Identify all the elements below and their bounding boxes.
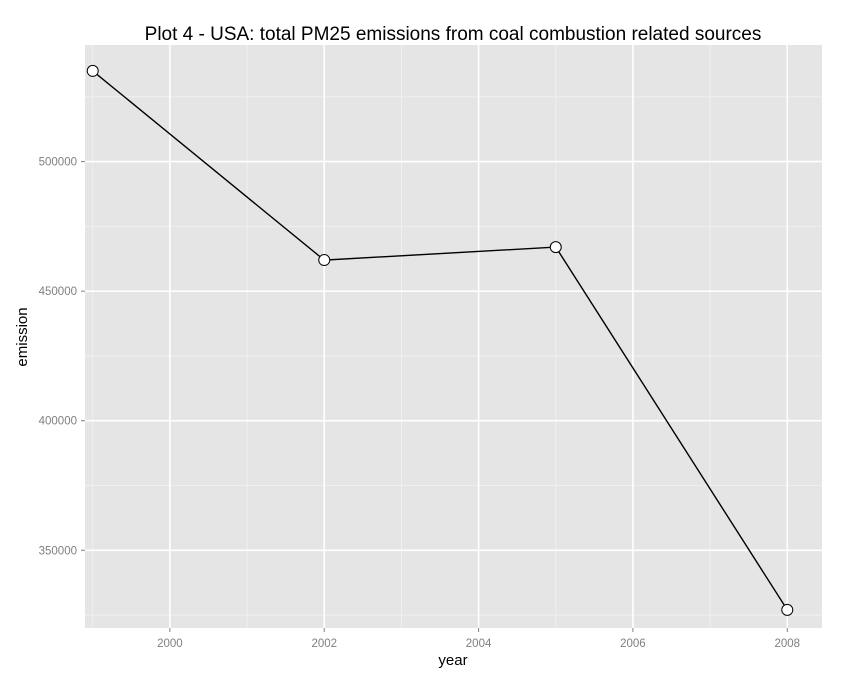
data-point: [86, 64, 99, 77]
x-axis-title: year: [438, 652, 467, 669]
data-point: [318, 254, 331, 267]
x-tick-label: 2000: [157, 638, 183, 650]
x-axis: 2000 2002 2004 2006 2008: [157, 628, 800, 650]
y-tick-label: 450000: [39, 286, 77, 298]
x-tick-label: 2004: [466, 638, 492, 650]
plot-panel: [85, 45, 822, 628]
y-axis: 350000 400000 450000 500000: [39, 157, 85, 557]
y-tick-label: 500000: [39, 157, 77, 169]
y-tick-label: 400000: [39, 416, 77, 428]
data-point: [781, 603, 794, 616]
data-point: [549, 241, 562, 254]
series-line: [92, 70, 788, 611]
chart-title: Plot 4 - USA: total PM25 emissions from …: [145, 24, 762, 45]
x-tick-label: 2002: [311, 638, 337, 650]
y-tick-label: 350000: [39, 545, 77, 557]
grid-minor: [85, 45, 822, 628]
data-points: [86, 64, 794, 616]
x-tick-label: 2008: [774, 638, 800, 650]
x-tick-label: 2006: [620, 638, 646, 650]
y-axis-title: emission: [14, 307, 31, 366]
grid-major: [85, 45, 822, 628]
